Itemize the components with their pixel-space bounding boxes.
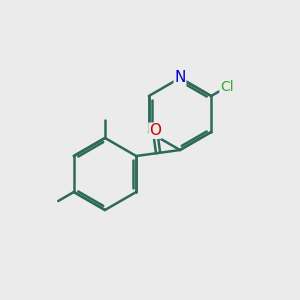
Text: Cl: Cl bbox=[220, 80, 234, 94]
Text: O: O bbox=[149, 123, 161, 138]
Text: N: N bbox=[174, 70, 186, 86]
